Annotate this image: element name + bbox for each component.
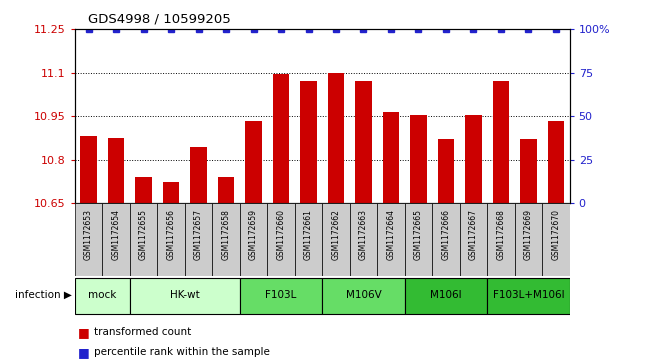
Bar: [542, 203, 570, 276]
Bar: [410, 115, 426, 203]
Text: transformed count: transformed count: [94, 327, 191, 337]
Bar: [520, 139, 536, 203]
Bar: [80, 136, 97, 203]
Text: GSM1172666: GSM1172666: [441, 209, 450, 260]
Bar: [240, 278, 322, 314]
Text: GSM1172660: GSM1172660: [277, 209, 286, 260]
Bar: [437, 139, 454, 203]
Text: M106V: M106V: [346, 290, 381, 300]
Text: ■: ■: [78, 326, 90, 339]
Bar: [102, 203, 130, 276]
Text: GSM1172662: GSM1172662: [331, 209, 340, 260]
Text: HK-wt: HK-wt: [170, 290, 200, 300]
Bar: [273, 74, 289, 203]
Text: GSM1172653: GSM1172653: [84, 209, 93, 260]
Bar: [547, 121, 564, 203]
Bar: [75, 203, 102, 276]
Text: GSM1172655: GSM1172655: [139, 209, 148, 260]
Text: ■: ■: [78, 346, 90, 359]
Text: GSM1172669: GSM1172669: [524, 209, 533, 260]
Bar: [405, 278, 487, 314]
Bar: [130, 278, 240, 314]
Bar: [383, 112, 399, 203]
Bar: [135, 177, 152, 203]
Text: infection ▶: infection ▶: [15, 290, 72, 300]
Text: F103L: F103L: [266, 290, 297, 300]
Bar: [322, 278, 405, 314]
Text: GSM1172665: GSM1172665: [414, 209, 423, 260]
Bar: [75, 278, 130, 314]
Bar: [300, 81, 317, 203]
Text: M106I: M106I: [430, 290, 462, 300]
Bar: [405, 203, 432, 276]
Text: GSM1172663: GSM1172663: [359, 209, 368, 260]
Text: GSM1172661: GSM1172661: [304, 209, 313, 260]
Text: mock: mock: [88, 290, 117, 300]
Bar: [212, 203, 240, 276]
Bar: [295, 203, 322, 276]
Bar: [240, 203, 268, 276]
Bar: [460, 203, 487, 276]
Text: GSM1172657: GSM1172657: [194, 209, 203, 260]
Bar: [350, 203, 377, 276]
Text: percentile rank within the sample: percentile rank within the sample: [94, 347, 270, 357]
Text: GSM1172664: GSM1172664: [387, 209, 395, 260]
Text: GSM1172654: GSM1172654: [111, 209, 120, 260]
Bar: [163, 182, 179, 203]
Bar: [465, 115, 482, 203]
Text: GSM1172668: GSM1172668: [497, 209, 505, 260]
Bar: [515, 203, 542, 276]
Bar: [493, 81, 509, 203]
Bar: [355, 81, 372, 203]
Text: GSM1172659: GSM1172659: [249, 209, 258, 260]
Bar: [218, 177, 234, 203]
Text: GSM1172667: GSM1172667: [469, 209, 478, 260]
Bar: [268, 203, 295, 276]
Bar: [377, 203, 405, 276]
Bar: [185, 203, 212, 276]
Bar: [487, 203, 515, 276]
Text: GDS4998 / 10599205: GDS4998 / 10599205: [88, 12, 230, 25]
Bar: [190, 147, 207, 203]
Bar: [327, 73, 344, 203]
Bar: [130, 203, 158, 276]
Text: GSM1172658: GSM1172658: [221, 209, 230, 260]
Text: F103L+M106I: F103L+M106I: [493, 290, 564, 300]
Bar: [432, 203, 460, 276]
Bar: [487, 278, 570, 314]
Bar: [322, 203, 350, 276]
Text: GSM1172656: GSM1172656: [167, 209, 176, 260]
Bar: [158, 203, 185, 276]
Bar: [245, 121, 262, 203]
Text: GSM1172670: GSM1172670: [551, 209, 561, 260]
Bar: [108, 138, 124, 203]
